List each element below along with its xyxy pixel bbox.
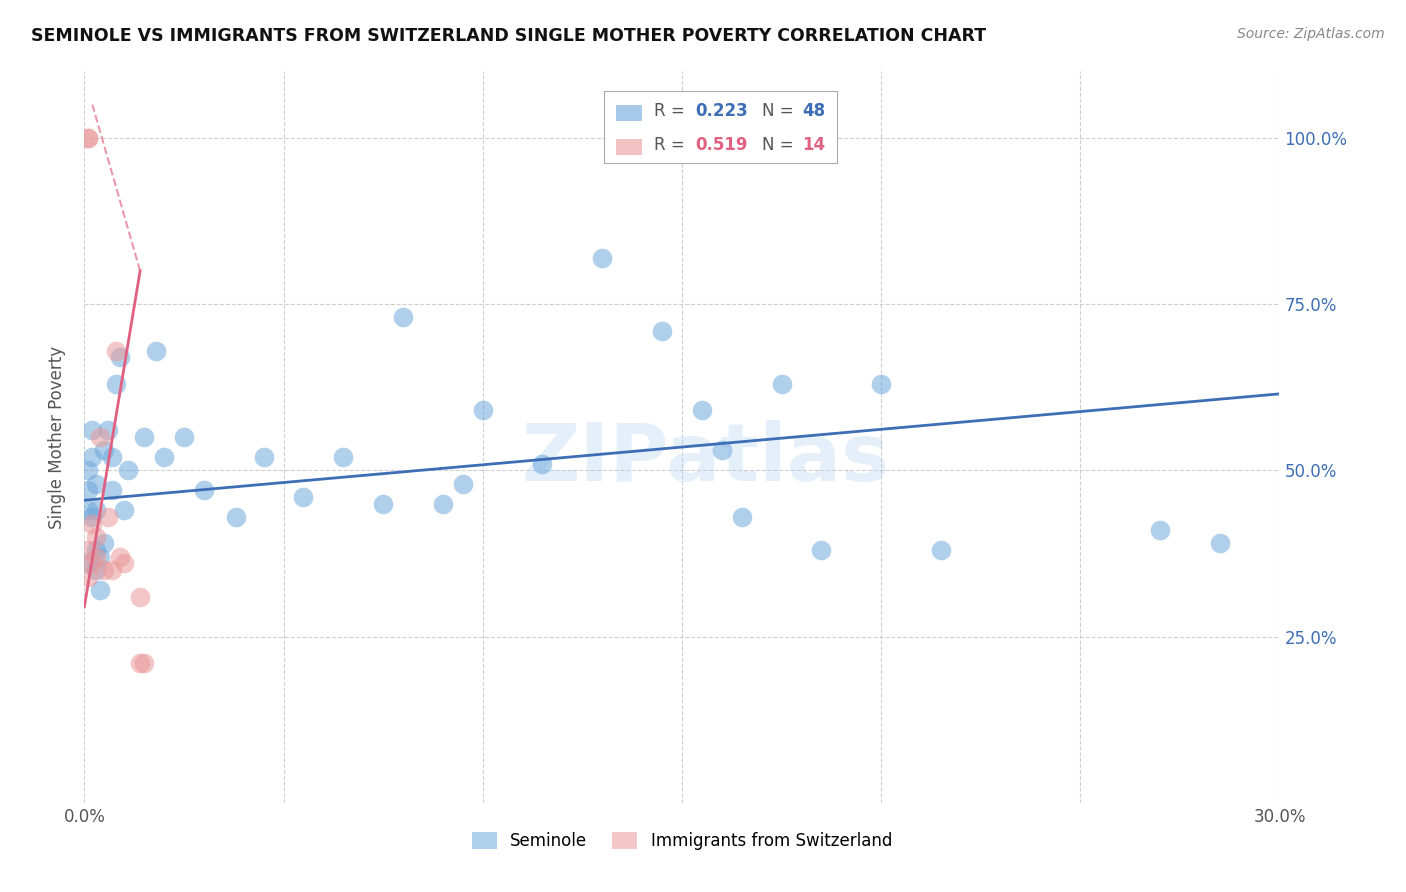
Text: R =: R = xyxy=(654,136,690,153)
Point xyxy=(86,530,108,544)
Point xyxy=(86,503,108,517)
Point xyxy=(89,582,111,597)
Text: R =: R = xyxy=(654,102,690,120)
Point xyxy=(690,403,713,417)
Point xyxy=(710,443,733,458)
Text: ZIPatlas: ZIPatlas xyxy=(522,420,890,498)
Point xyxy=(451,476,474,491)
Point xyxy=(77,543,100,558)
Point xyxy=(82,509,104,524)
Point xyxy=(870,376,893,391)
Point xyxy=(93,536,115,550)
Text: 48: 48 xyxy=(803,102,825,120)
Point xyxy=(929,543,952,558)
Point xyxy=(77,463,100,477)
Point xyxy=(591,251,613,265)
Point xyxy=(292,490,315,504)
Point xyxy=(770,376,793,391)
Text: N =: N = xyxy=(762,136,799,153)
Point xyxy=(97,424,120,438)
Text: N =: N = xyxy=(762,102,799,120)
Point xyxy=(101,450,124,464)
Point xyxy=(77,131,100,145)
Point xyxy=(1149,523,1171,537)
Point xyxy=(145,343,167,358)
Point xyxy=(373,497,395,511)
Point xyxy=(193,483,215,498)
Point xyxy=(112,557,135,571)
Point xyxy=(82,516,104,531)
Point xyxy=(101,483,124,498)
Point xyxy=(82,450,104,464)
Point xyxy=(332,450,354,464)
Point xyxy=(89,430,111,444)
Point xyxy=(117,463,139,477)
Point xyxy=(86,476,108,491)
FancyBboxPatch shape xyxy=(605,91,838,163)
Bar xyxy=(616,105,643,121)
Point xyxy=(82,557,104,571)
Point xyxy=(86,563,108,577)
Point xyxy=(110,351,132,365)
Point xyxy=(112,503,135,517)
Point xyxy=(86,543,108,558)
Point xyxy=(82,424,104,438)
Point xyxy=(105,376,128,391)
Point xyxy=(531,457,554,471)
Point xyxy=(129,590,152,604)
Point xyxy=(86,549,108,564)
Text: 0.519: 0.519 xyxy=(695,136,748,153)
Legend: Seminole, Immigrants from Switzerland: Seminole, Immigrants from Switzerland xyxy=(465,825,898,856)
Point xyxy=(253,450,276,464)
Point xyxy=(97,509,120,524)
Point xyxy=(93,563,115,577)
Point xyxy=(132,430,156,444)
Point xyxy=(77,570,100,584)
Text: 0.223: 0.223 xyxy=(695,102,748,120)
Point xyxy=(93,443,115,458)
Point xyxy=(77,503,100,517)
Point xyxy=(110,549,132,564)
Point xyxy=(77,131,100,145)
Point xyxy=(173,430,195,444)
Point xyxy=(132,656,156,670)
Text: Source: ZipAtlas.com: Source: ZipAtlas.com xyxy=(1237,27,1385,41)
Point xyxy=(731,509,754,524)
Text: SEMINOLE VS IMMIGRANTS FROM SWITZERLAND SINGLE MOTHER POVERTY CORRELATION CHART: SEMINOLE VS IMMIGRANTS FROM SWITZERLAND … xyxy=(31,27,986,45)
Point xyxy=(129,656,152,670)
Bar xyxy=(616,138,643,154)
Point xyxy=(77,483,100,498)
Point xyxy=(153,450,176,464)
Point xyxy=(105,343,128,358)
Point xyxy=(392,310,415,325)
Point xyxy=(225,509,247,524)
Point xyxy=(77,557,100,571)
Point xyxy=(651,324,673,338)
Point xyxy=(1209,536,1232,550)
Point xyxy=(89,549,111,564)
Point xyxy=(810,543,832,558)
Point xyxy=(471,403,494,417)
Point xyxy=(101,563,124,577)
Y-axis label: Single Mother Poverty: Single Mother Poverty xyxy=(48,345,66,529)
Point xyxy=(432,497,454,511)
Text: 14: 14 xyxy=(803,136,825,153)
